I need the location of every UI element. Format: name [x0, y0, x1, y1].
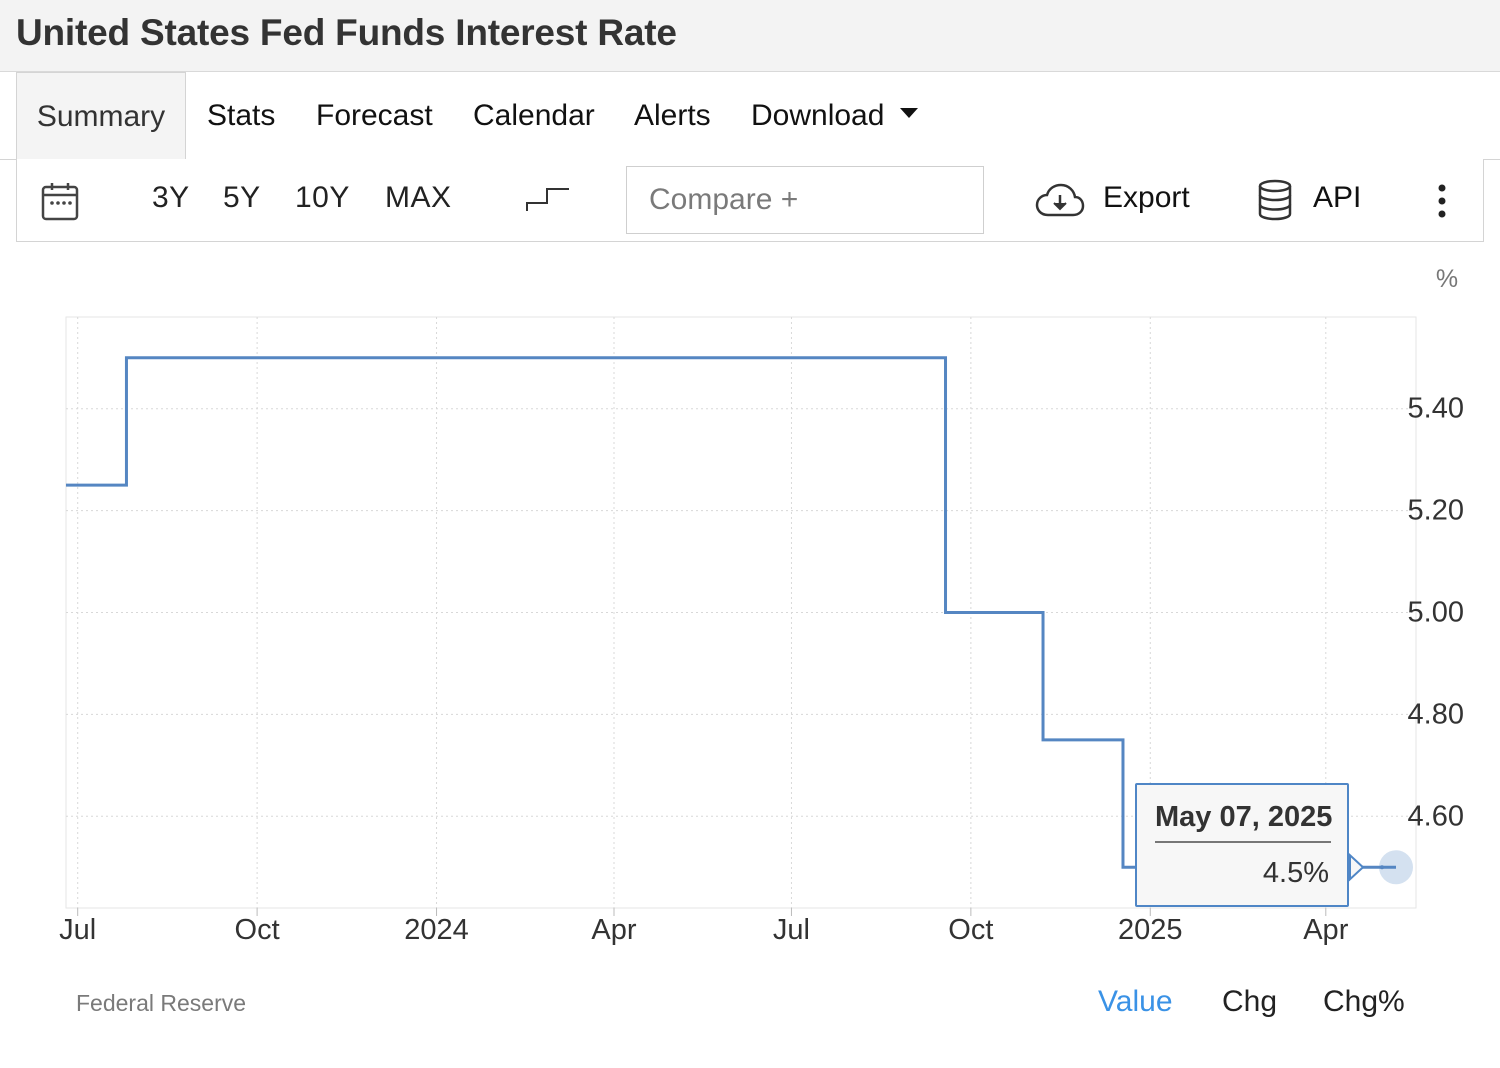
y-tick-label: 5.20 [1408, 495, 1464, 527]
x-tick-label: Jul [59, 914, 96, 946]
hover-point-halo [1379, 850, 1413, 885]
chart-toolbar: 3Y 5Y 10Y MAX Export API [16, 159, 1484, 242]
range-10y-button[interactable]: 10Y [295, 181, 350, 214]
series-line [66, 356, 1396, 869]
export-button[interactable]: Export [1103, 181, 1190, 214]
tab-calendar[interactable]: Calendar [473, 99, 595, 132]
tooltip-divider [1155, 841, 1331, 843]
y-unit-label: % [1436, 265, 1458, 293]
x-tick-label: 2025 [1118, 914, 1183, 946]
x-tick-label: Apr [1303, 914, 1348, 946]
x-tick-label: Apr [591, 914, 636, 946]
api-button[interactable]: API [1313, 181, 1362, 214]
calendar-icon[interactable] [41, 181, 79, 221]
x-tick-label: 2024 [404, 914, 469, 946]
tooltip-date: May 07, 2025 [1155, 801, 1333, 833]
cloud-download-icon[interactable] [1035, 183, 1085, 219]
chart-area: Jul Oct 2024 Apr Jul Oct 2025 Apr 5.40 5.20 5.00 4… [16, 242, 1484, 1068]
tab-bar: Summary Stats Forecast Calendar Alerts D… [0, 72, 1500, 161]
data-point[interactable] [1380, 865, 1384, 870]
tab-download-label: Download [751, 99, 885, 132]
chart-tooltip: May 07, 2025 4.5% [1135, 783, 1349, 907]
range-5y-button[interactable]: 5Y [223, 181, 261, 214]
y-tick-label: 4.60 [1408, 800, 1464, 832]
range-3y-button[interactable]: 3Y [152, 181, 190, 214]
x-tick-label: Oct [235, 914, 280, 946]
compare-input[interactable] [626, 166, 984, 234]
tooltip-pointer [1349, 852, 1365, 882]
more-vertical-icon[interactable] [1435, 183, 1449, 219]
chevron-down-icon [900, 108, 919, 119]
y-tick-label: 4.80 [1408, 698, 1464, 730]
y-tick-label: 5.00 [1408, 597, 1464, 629]
tab-download[interactable]: Download [751, 72, 919, 160]
database-icon[interactable] [1257, 179, 1293, 221]
mode-chg-button[interactable]: Chg [1222, 985, 1278, 1018]
page-header: United States Fed Funds Interest Rate [0, 0, 1500, 72]
tab-forecast[interactable]: Forecast [316, 99, 433, 132]
mode-chgpct-button[interactable]: Chg% [1323, 985, 1405, 1018]
tab-alerts[interactable]: Alerts [634, 99, 711, 132]
step-line-icon[interactable] [525, 185, 571, 213]
page-title: United States Fed Funds Interest Rate [16, 12, 677, 53]
tab-summary[interactable]: Summary [16, 72, 186, 161]
mode-value-button[interactable]: Value [1098, 985, 1173, 1018]
y-tick-label: 5.40 [1408, 393, 1464, 425]
tab-stats[interactable]: Stats [207, 99, 276, 132]
tooltip-value: 4.5% [1262, 857, 1329, 889]
range-max-button[interactable]: MAX [385, 181, 452, 214]
source-label[interactable]: Federal Reserve [76, 990, 247, 1016]
x-tick-label: Jul [773, 914, 810, 946]
x-tick-label: Oct [948, 914, 993, 946]
